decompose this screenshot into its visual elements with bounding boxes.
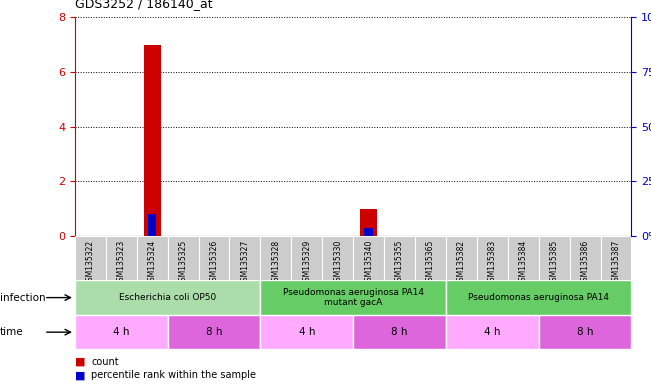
Text: ■: ■ <box>75 370 85 381</box>
Text: 8 h: 8 h <box>391 327 408 337</box>
Bar <box>168 236 199 280</box>
Text: 8 h: 8 h <box>206 327 222 337</box>
Text: GSM135385: GSM135385 <box>549 240 559 286</box>
Bar <box>446 315 539 349</box>
Text: GSM135386: GSM135386 <box>581 240 590 286</box>
Text: GSM135323: GSM135323 <box>117 240 126 286</box>
Bar <box>260 315 353 349</box>
Bar <box>600 236 631 280</box>
Bar <box>292 236 322 280</box>
Text: GSM135326: GSM135326 <box>210 240 219 286</box>
Bar <box>75 315 168 349</box>
Text: GSM135325: GSM135325 <box>178 240 187 286</box>
Bar <box>446 280 631 315</box>
Text: Pseudomonas aeruginosa PA14: Pseudomonas aeruginosa PA14 <box>468 293 609 302</box>
Bar <box>148 214 156 236</box>
Bar <box>360 209 377 236</box>
Bar <box>508 236 539 280</box>
Bar <box>477 236 508 280</box>
Text: GSM135329: GSM135329 <box>302 240 311 286</box>
Text: GSM135324: GSM135324 <box>148 240 157 286</box>
Bar <box>365 228 373 236</box>
Text: Pseudomonas aeruginosa PA14
mutant gacA: Pseudomonas aeruginosa PA14 mutant gacA <box>283 288 424 307</box>
Text: time: time <box>0 327 23 337</box>
Text: count: count <box>91 356 118 367</box>
Text: GSM135355: GSM135355 <box>395 240 404 286</box>
Bar <box>570 236 600 280</box>
Bar <box>353 315 446 349</box>
Text: GDS3252 / 186140_at: GDS3252 / 186140_at <box>75 0 212 10</box>
Text: GSM135322: GSM135322 <box>86 240 95 286</box>
Text: 4 h: 4 h <box>113 327 130 337</box>
Bar <box>260 280 446 315</box>
Bar <box>75 280 260 315</box>
Bar <box>75 236 105 280</box>
Text: GSM135340: GSM135340 <box>364 240 373 286</box>
Bar <box>539 236 570 280</box>
Text: GSM135327: GSM135327 <box>240 240 249 286</box>
Text: GSM135328: GSM135328 <box>271 240 281 286</box>
Text: GSM135330: GSM135330 <box>333 240 342 286</box>
Bar <box>446 236 477 280</box>
Text: Escherichia coli OP50: Escherichia coli OP50 <box>119 293 216 302</box>
Bar <box>199 236 230 280</box>
Text: GSM135383: GSM135383 <box>488 240 497 286</box>
Text: GSM135387: GSM135387 <box>611 240 620 286</box>
Bar <box>539 315 631 349</box>
Text: GSM135384: GSM135384 <box>519 240 528 286</box>
Text: percentile rank within the sample: percentile rank within the sample <box>91 370 256 381</box>
Bar <box>260 236 292 280</box>
Bar <box>322 236 353 280</box>
Bar <box>353 236 384 280</box>
Text: 8 h: 8 h <box>577 327 593 337</box>
Text: GSM135365: GSM135365 <box>426 240 435 286</box>
Bar <box>230 236 260 280</box>
Text: infection: infection <box>0 293 46 303</box>
Bar <box>137 236 168 280</box>
Bar <box>415 236 446 280</box>
Bar <box>168 315 260 349</box>
Text: 4 h: 4 h <box>299 327 315 337</box>
Text: ■: ■ <box>75 356 85 367</box>
Bar <box>106 236 137 280</box>
Text: 4 h: 4 h <box>484 327 501 337</box>
Bar <box>384 236 415 280</box>
Bar <box>144 45 161 236</box>
Text: GSM135382: GSM135382 <box>457 240 466 286</box>
